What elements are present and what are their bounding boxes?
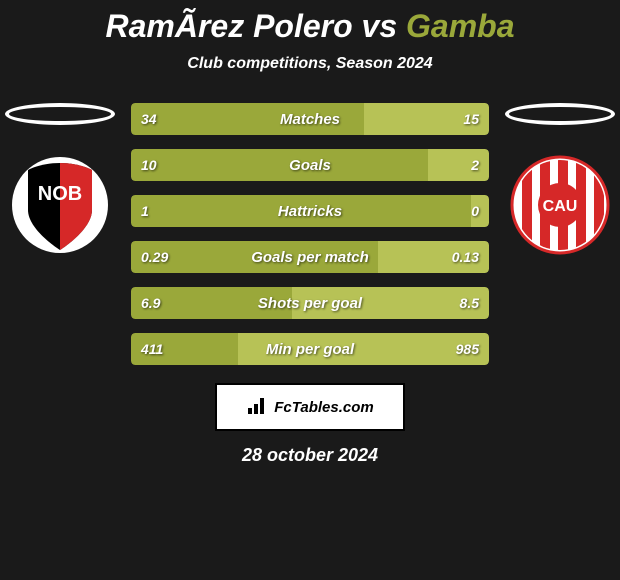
bar-label: Shots per goal — [131, 295, 489, 312]
right-club-area: CAU — [500, 103, 620, 255]
vs-text: vs — [362, 8, 398, 44]
left-club-area: NOB — [0, 103, 120, 255]
union-santa-fe-logo: CAU — [510, 155, 610, 255]
fctables-icon — [246, 394, 268, 421]
bar-label: Goals — [131, 157, 489, 174]
svg-text:CAU: CAU — [543, 198, 578, 215]
bar-row-min-per-goal: 411985Min per goal — [131, 333, 489, 365]
comparison-title: RamÃrez Polero vs Gamba — [0, 0, 620, 45]
bar-label: Goals per match — [131, 249, 489, 266]
footer-badge: FcTables.com — [215, 383, 405, 431]
right-ellipse-decoration — [505, 103, 615, 125]
footer-brand: FcTables.com — [274, 399, 373, 416]
newells-old-boys-logo: NOB — [10, 155, 110, 255]
subtitle: Club competitions, Season 2024 — [0, 55, 620, 73]
bar-label: Hattricks — [131, 203, 489, 220]
player2-name: Gamba — [406, 8, 514, 44]
bar-row-goals-per-match: 0.290.13Goals per match — [131, 241, 489, 273]
comparison-bars: 3415Matches 102Goals 10Hattricks 0.290.13Go… — [131, 103, 489, 365]
player1-name: RamÃrez Polero — [105, 8, 352, 44]
footer-date: 28 october 2024 — [0, 445, 620, 466]
bar-label: Min per goal — [131, 341, 489, 358]
bar-row-hattricks: 10Hattricks — [131, 195, 489, 227]
left-ellipse-decoration — [5, 103, 115, 125]
bar-row-shots-per-goal: 6.98.5Shots per goal — [131, 287, 489, 319]
bar-row-goals: 102Goals — [131, 149, 489, 181]
svg-text:NOB: NOB — [38, 183, 82, 205]
bar-label: Matches — [131, 111, 489, 128]
content-area: NOB CAU 3415Matches 102Goals 10Hattricks 0.… — [0, 103, 620, 365]
bar-row-matches: 3415Matches — [131, 103, 489, 135]
